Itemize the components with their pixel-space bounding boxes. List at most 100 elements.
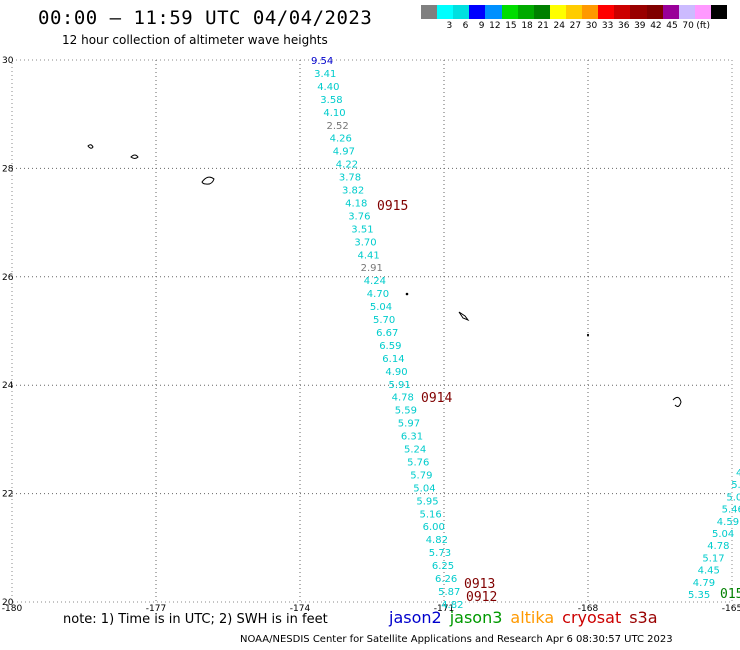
colorbar-label: 33	[601, 21, 614, 31]
swh-value: 6.14	[382, 354, 404, 365]
swh-value: 5.04	[413, 483, 435, 494]
swh-value: 3.78	[339, 173, 361, 184]
island	[130, 154, 139, 159]
island	[672, 396, 682, 407]
lat-tick-label: 20	[2, 598, 14, 608]
mission-name: altika	[510, 608, 555, 627]
swh-value: 5.70	[373, 315, 395, 326]
mission-name: cryosat	[562, 608, 622, 627]
note-text: note: 1) Time is in UTC; 2) SWH is in fe…	[63, 612, 328, 627]
colorbar-label: 30	[585, 21, 598, 31]
colorbar-label: 45	[666, 21, 678, 31]
colorbar-label: 9	[478, 21, 485, 31]
swh-value: 4.22	[336, 160, 358, 171]
colorbar-label: 24	[553, 21, 565, 31]
swh-value: 5.04	[370, 302, 392, 313]
swh-value: 3.82	[342, 186, 364, 197]
swh-value: 4.45	[698, 566, 720, 577]
swh-value: 2.91	[361, 263, 383, 274]
island	[201, 176, 215, 185]
colorbar-swatch	[517, 5, 534, 19]
lon-tick-label: -177	[146, 604, 166, 614]
colorbar-swatch	[694, 5, 711, 19]
swh-value: 5.24	[404, 445, 426, 456]
colorbar-swatch	[614, 5, 631, 19]
pass-time-label: 015	[720, 587, 740, 602]
swh-value: 4.26	[330, 134, 352, 145]
swh-value: 6.59	[379, 341, 401, 352]
lon-tick-label: -180	[2, 604, 23, 614]
lat-tick-label: 28	[2, 164, 14, 174]
swh-value: 5.17	[702, 553, 724, 564]
colorbar-swatch	[485, 5, 502, 19]
swh-value: 6.67	[376, 328, 398, 339]
swh-value: 5.0	[731, 480, 740, 491]
axis-tick-labels: -180 -177 -174 -171 -168 -165 30 28 26 24 22 20	[2, 56, 740, 614]
mission-name: jason3	[449, 608, 503, 627]
lon-tick-label: -165	[722, 604, 740, 614]
colorbar-swatch	[678, 5, 695, 19]
colorbar-label: 42	[650, 21, 662, 31]
pass-time-label: 0915	[377, 199, 408, 214]
lat-tick-label: 26	[2, 273, 14, 283]
colorbar-swatch	[501, 5, 518, 19]
swh-value: 3.76	[348, 211, 370, 222]
swh-value: 4.82	[426, 535, 448, 546]
swh-value: 4.18	[345, 198, 367, 209]
colorbar-label: 12	[489, 21, 501, 31]
colorbar-swatch	[453, 5, 470, 19]
swh-value: 3.51	[351, 224, 373, 235]
colorbar-label: 3	[446, 21, 453, 31]
colorbar-label: 15	[505, 21, 517, 31]
swh-value: 4.82	[441, 600, 463, 611]
swh-value: 4.79	[693, 578, 715, 589]
mission-name: jason2	[389, 608, 442, 627]
swh-value: 5.73	[429, 548, 451, 559]
swh-value: 3.70	[354, 237, 376, 248]
map-title: 00:00 – 11:59 UTC 04/04/2023	[38, 7, 373, 29]
swh-value: 4.24	[364, 276, 386, 287]
colorbar-label: 39	[634, 21, 646, 31]
colorbar-label: 21	[537, 21, 549, 31]
colorbar-swatch	[469, 5, 486, 19]
swh-value: 5.76	[407, 457, 429, 468]
colorbar-swatch	[565, 5, 583, 19]
map-grid	[11, 59, 733, 603]
swh-value: 5.16	[420, 509, 442, 520]
colorbar	[421, 5, 728, 19]
island	[405, 292, 409, 296]
mission-legend: jason2 jason3 altika cryosat s3a	[389, 608, 658, 627]
swh-value: 6.00	[423, 522, 445, 533]
swh-value: 4.90	[385, 367, 407, 378]
swh-value: 4.78	[392, 393, 414, 404]
lat-tick-label: 30	[2, 56, 14, 66]
swh-value: 5.35	[688, 590, 710, 601]
colorbar-swatch	[533, 5, 550, 19]
mission-name: s3a	[629, 608, 658, 627]
colorbar-swatch	[598, 5, 615, 19]
island	[586, 333, 590, 337]
swh-value: 6.31	[401, 432, 423, 443]
map-frame	[11, 59, 733, 603]
lon-tick-label: -171	[434, 604, 454, 614]
swh-value: 5.02	[726, 492, 740, 503]
swh-value: 3.41	[314, 69, 336, 80]
pass-time-label: 0912	[466, 590, 497, 605]
colorbar-swatch	[710, 5, 728, 19]
swh-value: 4.59	[717, 517, 739, 528]
swh-value: 6.26	[435, 574, 457, 585]
pass-time-label: 0913	[464, 577, 495, 592]
swh-value: 5.04	[712, 529, 734, 540]
colorbar-label: (ft)	[696, 21, 710, 31]
swh-value: 4.40	[317, 82, 339, 93]
swh-value: 2.52	[327, 121, 349, 132]
swh-value: 5.91	[389, 380, 411, 391]
credit-text: NOAA/NESDIS Center for Satellite Applica…	[240, 634, 673, 645]
swh-value: 5.46	[722, 505, 740, 516]
islands	[87, 144, 682, 407]
swh-value: 5.95	[416, 496, 438, 507]
colorbar-label: 27	[569, 21, 582, 31]
colorbar-swatch	[421, 5, 438, 19]
swh-value: 4.70	[367, 289, 389, 300]
